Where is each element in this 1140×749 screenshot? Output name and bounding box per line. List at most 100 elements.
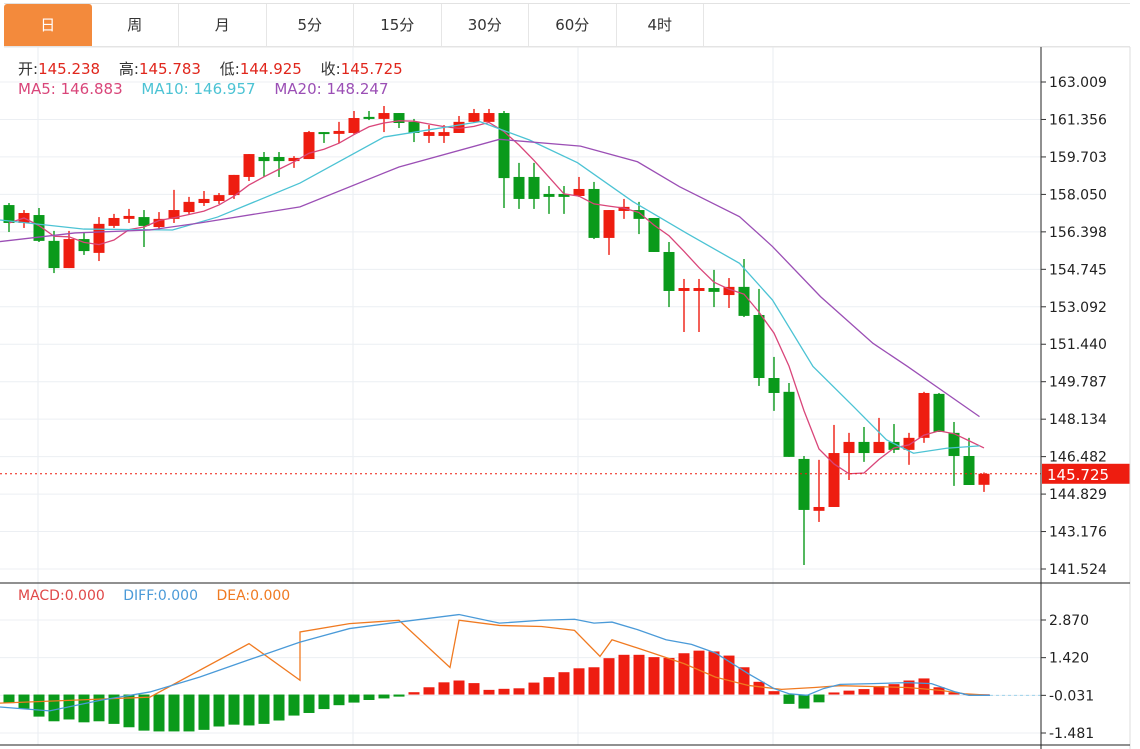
candle-body — [63, 239, 75, 269]
candle-down — [648, 217, 660, 252]
candle-up — [903, 432, 915, 465]
macd-bar-negative — [33, 694, 45, 717]
diff-line — [0, 613, 990, 712]
macd-bar-negative — [273, 694, 285, 721]
ma10-label: MA10: — [141, 80, 194, 98]
macd-bar-negative — [813, 694, 825, 703]
candle-down — [498, 110, 510, 209]
ma5-label: MA5: — [18, 80, 61, 98]
candle-down — [408, 118, 420, 143]
macd-tick-label: -0.031 — [1049, 688, 1094, 704]
candle-down — [78, 232, 90, 255]
macd-bar-negative — [138, 694, 150, 731]
candle-body — [768, 378, 780, 393]
macd-bar-positive — [678, 653, 690, 695]
price-tick-label: 154.745 — [1049, 262, 1107, 278]
diff-label: DIFF: — [123, 588, 158, 604]
candle-body — [153, 218, 165, 228]
candle-body — [468, 113, 480, 122]
candle-up — [918, 391, 930, 443]
candle-up — [978, 472, 990, 492]
candle-down — [513, 162, 525, 209]
macd-bar-negative — [108, 694, 120, 724]
candle-down — [363, 110, 375, 121]
ma10-value: 146.957 — [193, 80, 256, 98]
price-tick-label: 143.176 — [1049, 525, 1107, 541]
macd-bar-positive — [708, 651, 720, 695]
candle-up — [573, 176, 585, 197]
candle-down — [558, 186, 570, 214]
high-value: 145.783 — [138, 60, 201, 78]
candle-body — [888, 441, 900, 450]
price-tick-label: 141.524 — [1049, 562, 1107, 578]
candle-down — [138, 210, 150, 247]
macd-bar-positive — [603, 658, 615, 695]
close-label: 收: — [320, 60, 341, 78]
macd-bar-positive — [588, 667, 600, 695]
macd-bar-negative — [153, 694, 165, 732]
macd-bar-positive — [768, 691, 780, 695]
candle-body — [513, 176, 525, 199]
tab-5[interactable]: 30分 — [442, 4, 529, 46]
candle-body — [723, 286, 735, 296]
macd-bar-positive — [618, 654, 630, 695]
candle-body — [123, 215, 135, 219]
candle-body — [393, 113, 405, 124]
candle-down — [663, 242, 675, 308]
macd-bar-negative — [93, 694, 105, 722]
macd-bar-positive — [828, 692, 840, 695]
low-label: 低: — [219, 60, 240, 78]
candle-down — [753, 288, 765, 386]
price-tick-label: 151.440 — [1049, 337, 1107, 353]
candle-body — [78, 239, 90, 252]
candle-body — [828, 453, 840, 507]
price-tick-label: 146.482 — [1049, 450, 1107, 466]
macd-bar-negative — [78, 694, 90, 723]
candle-up — [93, 217, 105, 262]
macd-bar-positive — [513, 688, 525, 695]
macd-bar-positive — [918, 678, 930, 695]
ma20-legend: MA20: 148.247 — [274, 80, 388, 98]
macd-bar-positive — [663, 657, 675, 695]
tab-3[interactable]: 5分 — [267, 4, 354, 46]
tab-7[interactable]: 4时 — [617, 4, 704, 46]
tab-6[interactable]: 60分 — [529, 4, 617, 46]
tab-1[interactable]: 周 — [92, 4, 179, 46]
ma20-label: MA20: — [274, 80, 327, 98]
macd-bar-positive — [843, 690, 855, 695]
candle-body — [453, 121, 465, 133]
macd-bar-positive — [408, 692, 420, 695]
macd-bar-positive — [528, 682, 540, 695]
macd-bar-negative — [183, 694, 195, 732]
macd-tick-label: 2.870 — [1049, 613, 1089, 629]
macd-bar-negative — [333, 694, 345, 706]
candle-body — [93, 223, 105, 253]
candle-down — [708, 269, 720, 308]
candle-body — [243, 154, 255, 177]
candle-body — [738, 286, 750, 316]
diff-value: 0.000 — [157, 588, 198, 604]
ma10-line — [0, 120, 980, 454]
tab-4[interactable]: 15分 — [354, 4, 442, 46]
candle-body — [228, 174, 240, 196]
dea-line — [0, 619, 991, 704]
candle-body — [573, 188, 585, 196]
candle-up — [843, 432, 855, 481]
candle-down — [318, 132, 330, 143]
price-tick-label: 163.009 — [1049, 75, 1107, 91]
candle-body — [843, 441, 855, 454]
candle-body — [858, 441, 870, 454]
candle-body — [363, 116, 375, 119]
candle-down — [258, 152, 270, 177]
candle-body — [378, 113, 390, 119]
candle-up — [423, 125, 435, 143]
macd-bar-negative — [363, 694, 375, 700]
tab-2[interactable]: 月 — [179, 4, 267, 46]
candle-up — [693, 278, 705, 332]
candle-body — [948, 432, 960, 456]
candle-up — [348, 110, 360, 134]
candle-body — [213, 195, 225, 201]
candle-body — [108, 217, 120, 226]
candle-body — [288, 157, 300, 162]
tab-0[interactable]: 日 — [4, 4, 92, 46]
